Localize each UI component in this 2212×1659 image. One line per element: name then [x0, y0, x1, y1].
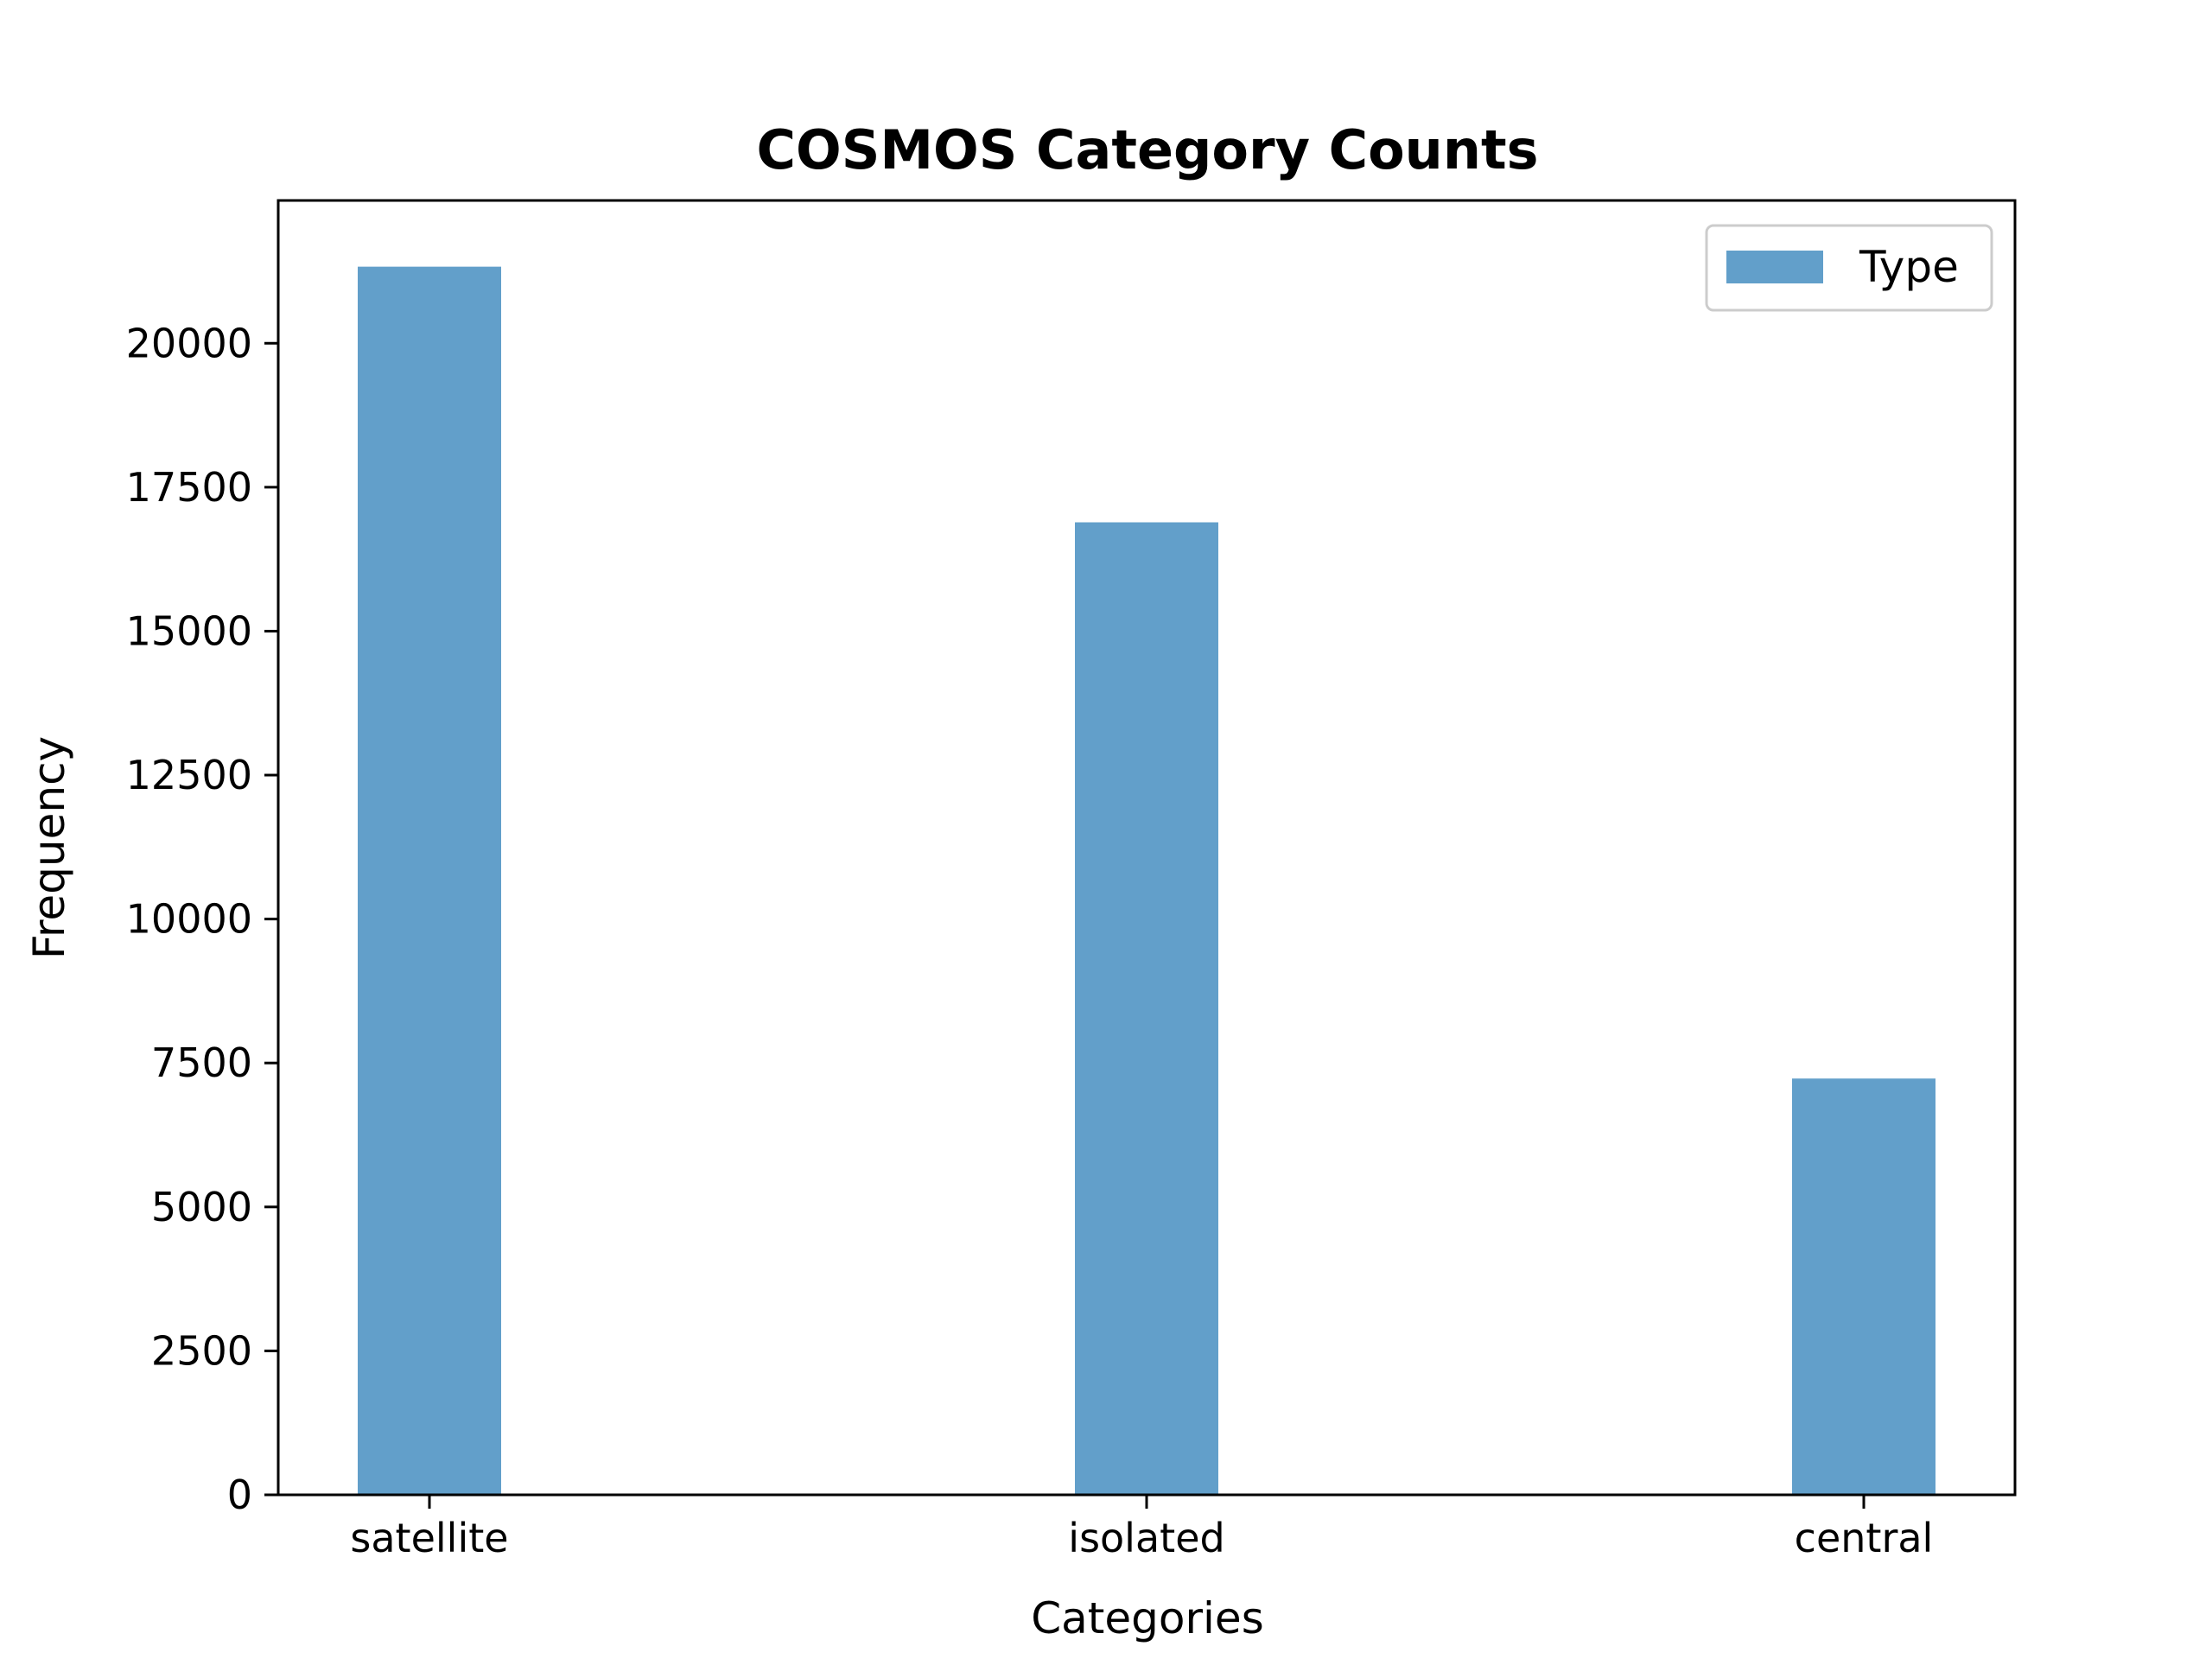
y-tick-label: 12500 — [126, 752, 252, 798]
bar-satellite — [358, 266, 501, 1495]
x-tick-label: isolated — [1068, 1515, 1224, 1561]
x-tick-label: central — [1795, 1515, 1934, 1561]
y-tick-label: 5000 — [151, 1184, 252, 1230]
legend-label: Type — [1859, 242, 1959, 292]
y-tick-label: 0 — [227, 1471, 252, 1518]
y-tick-label: 20000 — [126, 320, 252, 366]
bar-isolated — [1075, 522, 1218, 1495]
x-axis-label: Categories — [1031, 1593, 1264, 1643]
x-tick-label: satellite — [350, 1515, 508, 1561]
legend: Type — [1705, 224, 1993, 312]
legend-box — [1705, 224, 1993, 312]
y-tick-label: 10000 — [126, 896, 252, 943]
bars-layer — [358, 266, 1936, 1495]
legend-swatch — [1726, 251, 1823, 283]
y-tick-label: 17500 — [126, 464, 252, 511]
y-axis-ticks: 0 2500 5000 7500 10000 12500 15000 17500 20000 — [126, 320, 278, 1518]
y-tick-label: 7500 — [151, 1039, 252, 1086]
y-axis-label: Frequency — [24, 736, 74, 959]
chart-title: COSMOS Category Counts — [757, 118, 1539, 181]
y-tick-label: 2500 — [151, 1327, 252, 1374]
x-axis-ticks: satellite isolated central — [350, 1495, 1933, 1561]
y-tick-label: 15000 — [126, 607, 252, 654]
bar-central — [1792, 1078, 1936, 1495]
